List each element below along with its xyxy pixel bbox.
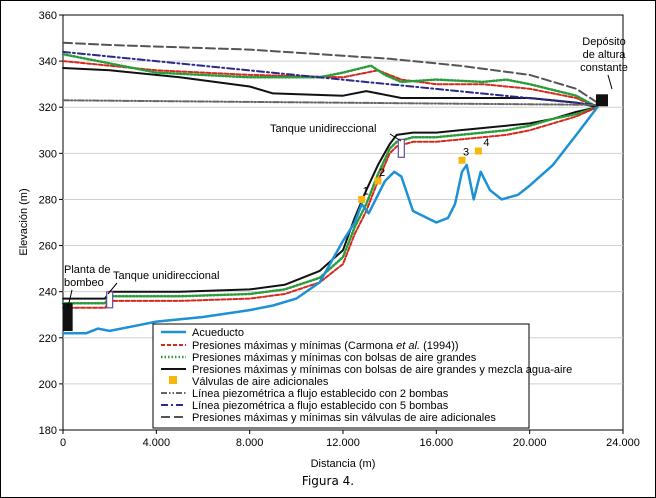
y-tick-label-240: 240 — [39, 287, 57, 299]
tank1-label: Tanque unidireccional — [113, 270, 219, 282]
legend-label-acueducto: Acueducto — [192, 327, 244, 339]
air-valve-marker-1 — [358, 195, 366, 203]
y-tick-label-220: 220 — [39, 333, 57, 345]
x-tick-label-16000: 16.000 — [420, 437, 454, 449]
legend-label-5bombas: Línea piezométrica a flujo establecido c… — [192, 400, 449, 412]
legend: Acueducto Presiones máximas y mínimas (C… — [152, 323, 572, 429]
air-valves-layer: 12 3 4 — [358, 137, 489, 203]
air-valve-marker-2 — [374, 177, 382, 185]
air-valve-label-2: 2 — [379, 167, 385, 179]
figure-caption: Figura 4. — [301, 474, 355, 488]
y-axis-label: Elevación (m) — [18, 188, 30, 255]
legend-label-2bombas: Línea piezométrica a flujo establecido c… — [192, 388, 449, 400]
series-line-6 — [62, 50, 599, 106]
y-tick-label-280: 280 — [39, 194, 57, 206]
y-tick-label-180: 180 — [39, 425, 57, 437]
pumping-plant-block — [62, 303, 73, 332]
legend-label-carmona-a: Presiones máximas y mínimas (Carmona — [192, 340, 396, 352]
tank1-pointer — [107, 282, 118, 295]
legend-label-mezcla: Presiones máximas y mínimas con bolsas d… — [192, 364, 572, 376]
x-tick-label-24000: 24.000 — [606, 437, 640, 449]
axes-layer: 180 200 220 240 260 280 300 320 340 360 0 4.000 8.00… — [39, 10, 640, 449]
air-valve-label-3: 3 — [463, 146, 469, 158]
plant-label-line2: bombeo — [64, 277, 104, 289]
surge-tank-1 — [106, 291, 114, 309]
series-line-7 — [62, 41, 599, 104]
legend-label-sinvalvulas: Presiones máximas y mínimas sin válvulas… — [192, 412, 496, 424]
y-tick-label-320: 320 — [39, 102, 57, 114]
x-tick-label-20000: 20.000 — [513, 437, 547, 449]
air-valve-marker-3 — [458, 156, 466, 164]
deposit-label-line1: Depósito — [582, 36, 625, 48]
series-line-3 — [61, 105, 599, 305]
x-axis-label: Distancia (m) — [311, 458, 376, 470]
air-valve-marker-4 — [474, 147, 482, 155]
air-valve-label-1: 1 — [363, 185, 369, 197]
tank2-pointer — [389, 133, 402, 142]
y-tick-label-340: 340 — [39, 56, 57, 68]
legend-key-valvulas — [169, 376, 177, 384]
legend-label-carmona: Presiones máximas y mínimas (Carmona et … — [192, 340, 459, 352]
deposit-label-line2: de altura — [583, 49, 627, 61]
constant-head-reservoir — [596, 94, 608, 107]
legend-box — [152, 323, 530, 429]
x-tick-label-12000: 12.000 — [326, 437, 360, 449]
legend-label-carmona-c: (1994)) — [420, 340, 459, 352]
series-line-4 — [62, 106, 599, 300]
y-tick-label-360: 360 — [39, 10, 57, 22]
y-tick-label-300: 300 — [39, 148, 57, 160]
deposit-pointer — [607, 74, 613, 90]
surge-tank-2 — [397, 138, 405, 158]
x-tick-label-4000: 4.000 — [143, 437, 171, 449]
legend-label-carmona-b: et al. — [396, 340, 420, 352]
y-tick-label-260: 260 — [39, 241, 57, 253]
series-upper-envelope-1 — [62, 60, 599, 109]
series-line-5 — [62, 99, 599, 106]
legend-label-bolsas: Presiones máximas y mínimas con bolsas d… — [192, 352, 477, 364]
air-valve-label-4: 4 — [483, 137, 489, 149]
x-tick-label-8000: 8.000 — [236, 437, 264, 449]
x-tick-label-0: 0 — [60, 437, 66, 449]
elevation-chart: 12 3 4 180 200 220 240 260 280 300 320 340 360 0 4.00… — [18, 10, 640, 470]
plant-label-line1: Planta de — [64, 264, 110, 276]
plant-pointer — [67, 289, 73, 308]
tank2-label: Tanque unidireccional — [270, 123, 376, 135]
y-tick-label-200: 200 — [39, 379, 57, 391]
deposit-label-line3: constante — [580, 62, 628, 74]
series-line-1 — [61, 105, 599, 335]
series-upper-envelope-2 — [61, 52, 599, 109]
legend-label-valvulas: Válvulas de aire adicionales — [192, 376, 329, 388]
